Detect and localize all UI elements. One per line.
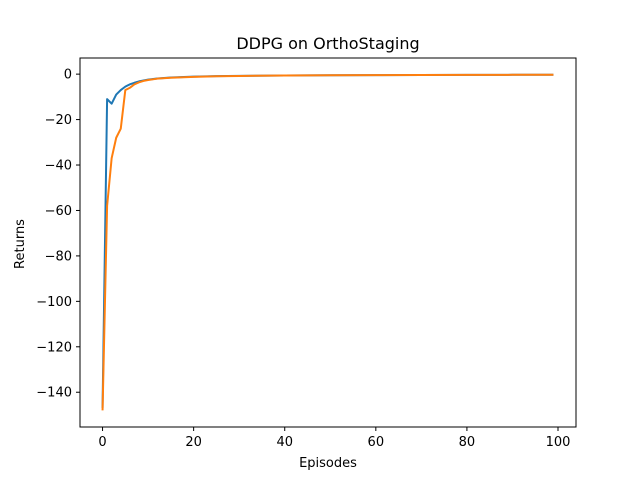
y-tick-label: −40 [45,159,72,174]
x-tick-label: 60 [368,435,385,450]
x-tick-label: 40 [276,435,293,450]
series-line-2 [101,73,554,411]
y-tick-label: −100 [36,295,72,310]
y-tick-label: −80 [45,249,72,264]
chart-title: DDPG on OrthoStaging [236,34,419,53]
x-axis-label: Episodes [299,456,357,471]
x-tick-label: 100 [546,435,571,450]
x-tick-label: 20 [185,435,202,450]
y-tick-label: 0 [64,68,72,83]
y-tick-label: −60 [45,204,72,219]
plot-area: 0 20 40 60 80 100 0 −20 −40 −60 −80 −100 −120 −140 [36,57,577,450]
y-tick-label: −120 [36,340,72,355]
y-tick-label: −20 [45,113,72,128]
y-axis-label: Returns [13,219,28,269]
axes-frame [79,57,577,428]
x-tick-label: 0 [98,435,106,450]
x-tick-label: 80 [459,435,476,450]
y-tick-label: −140 [36,386,72,401]
